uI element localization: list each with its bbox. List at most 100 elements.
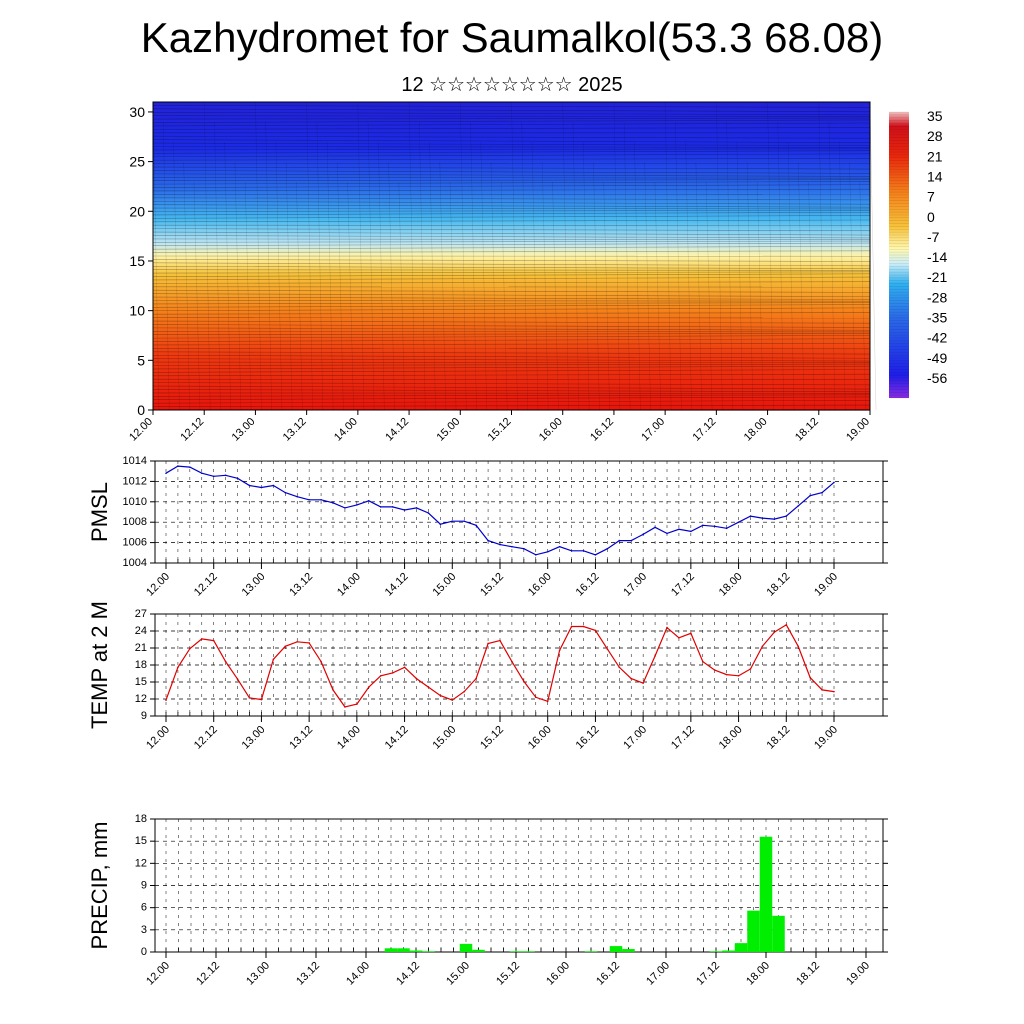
wind-barb-column xyxy=(623,121,631,411)
colorbar-label: -28 xyxy=(927,289,947,305)
data-point xyxy=(678,528,680,531)
wind-streamline xyxy=(152,394,871,397)
wind-streamline xyxy=(152,333,871,336)
wind-barb-column xyxy=(347,181,354,411)
data-point xyxy=(189,466,191,468)
x-tick-label: 14.12 xyxy=(383,571,411,599)
wind-streamline xyxy=(152,148,871,151)
wind-barb-column xyxy=(255,101,262,411)
temp-panel: 9 12 15 18 21 24 27 12.00 12.12 13.00 13.12 14.00 14… xyxy=(87,601,888,752)
data-point xyxy=(582,625,585,628)
wind-streamline xyxy=(152,117,871,120)
x-tick-label: 16.12 xyxy=(594,960,622,988)
wind-streamline xyxy=(152,363,871,366)
data-point xyxy=(165,472,167,475)
data-point xyxy=(332,502,334,504)
y-tick-label: 6 xyxy=(141,902,147,914)
colorbar-label: 21 xyxy=(927,148,943,164)
x-tick-label: 16.00 xyxy=(526,724,554,752)
wind-streamline xyxy=(152,122,871,127)
wind-barb-column xyxy=(296,181,303,411)
wind-streamline xyxy=(152,231,871,236)
data-point xyxy=(403,666,406,669)
data-point xyxy=(833,690,835,693)
x-tick-label: 12.00 xyxy=(144,960,172,988)
wind-streamline xyxy=(152,245,871,250)
x-tick-label: 13.12 xyxy=(294,960,322,988)
precip-bar xyxy=(522,951,535,952)
y-tick-label: 18 xyxy=(135,659,147,671)
data-point xyxy=(248,697,251,699)
wind-barb-column xyxy=(593,161,600,411)
wind-barb-column xyxy=(460,101,467,411)
wind-barb-column xyxy=(316,121,324,411)
wind-barb-column xyxy=(408,101,416,411)
data-point xyxy=(618,666,621,669)
wind-barb-column xyxy=(644,161,651,411)
data-point xyxy=(248,484,251,487)
wind-streamline xyxy=(152,324,871,328)
data-point xyxy=(594,554,597,556)
y-tick-label: 1008 xyxy=(123,516,147,528)
wind-streamline xyxy=(152,115,871,117)
wind-barb-column xyxy=(572,121,580,411)
data-point xyxy=(725,673,728,676)
x-tick-label: 17.12 xyxy=(669,724,697,752)
data-point xyxy=(296,640,299,643)
wind-streamline xyxy=(152,400,871,404)
data-point xyxy=(797,505,800,507)
wind-streamline xyxy=(152,281,871,284)
wind-streamline xyxy=(152,204,871,208)
x-tick-label: 17.12 xyxy=(691,416,719,444)
wind-barb-column xyxy=(736,141,744,411)
wind-streamline xyxy=(152,170,871,174)
wind-barb-column xyxy=(552,181,559,411)
wind-streamline xyxy=(152,269,871,271)
wind-streamline xyxy=(152,312,871,315)
precip-bar xyxy=(722,950,735,952)
data-point xyxy=(523,680,525,683)
wind-streamline xyxy=(152,158,871,161)
data-point xyxy=(642,533,644,536)
data-point xyxy=(737,674,740,677)
wind-streamline xyxy=(152,153,871,158)
y-tick-label: 1004 xyxy=(123,557,147,569)
y-axis-label: PRECIP, mm xyxy=(87,822,112,950)
x-tick-label: 12.00 xyxy=(127,416,155,444)
wind-streamline xyxy=(152,259,871,262)
wind-streamline xyxy=(152,335,871,339)
wind-streamline xyxy=(152,119,871,123)
colorbar-label: 0 xyxy=(927,209,935,225)
data-point xyxy=(606,547,609,550)
x-tick-label: 18.00 xyxy=(744,960,772,988)
data-point xyxy=(475,524,477,527)
wind-streamline xyxy=(152,373,871,377)
y-tick-label: 15 xyxy=(135,835,147,847)
y-axis-label: PMSL xyxy=(87,482,112,542)
wind-barb-column xyxy=(531,141,539,411)
y-tick-label: 5 xyxy=(137,352,145,368)
x-tick-label: 18.12 xyxy=(793,416,821,444)
x-tick-label: 15.12 xyxy=(486,416,514,444)
data-point xyxy=(713,525,716,528)
data-point xyxy=(546,700,549,703)
data-point xyxy=(523,547,525,550)
y-tick-label: 10 xyxy=(129,303,145,319)
wind-barb-column xyxy=(203,101,211,411)
wind-streamline xyxy=(152,327,871,331)
precip-bar xyxy=(759,836,773,952)
precip-bar xyxy=(734,943,748,952)
wind-streamline xyxy=(152,166,871,170)
data-point xyxy=(403,509,406,511)
wind-streamline xyxy=(152,146,871,148)
wind-streamline xyxy=(152,396,871,401)
data-point xyxy=(666,532,668,535)
wind-streamline xyxy=(152,271,871,274)
data-point xyxy=(546,550,549,553)
data-point xyxy=(379,506,382,508)
wind-streamline xyxy=(152,242,871,247)
wind-streamline xyxy=(152,211,871,216)
precip-bar xyxy=(609,946,623,952)
data-point xyxy=(427,512,430,514)
data-point xyxy=(558,545,561,548)
